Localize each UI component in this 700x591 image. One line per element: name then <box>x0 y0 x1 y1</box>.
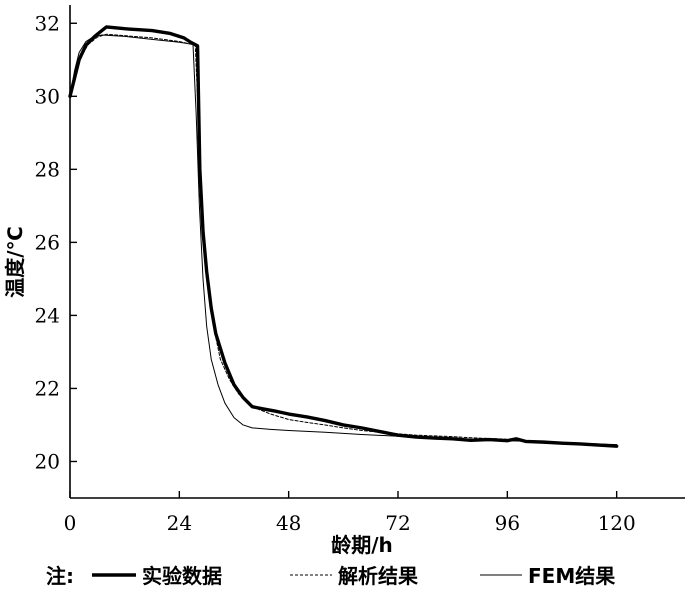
fem-result-line <box>69 34 618 446</box>
series-layer <box>68 25 619 448</box>
y-tick-label: 20 <box>35 449 60 473</box>
analytical-result-line <box>69 33 508 440</box>
legend-label-fem: FEM结果 <box>528 564 615 588</box>
x-tick-label: 72 <box>385 511 410 535</box>
legend: 注: 实验数据 解析结果 FEM结果 <box>46 564 615 588</box>
y-axis-title: 温度/℃ <box>3 226 27 298</box>
x-ticks: 0 24 48 72 96 120 <box>64 491 636 535</box>
y-tick-label: 30 <box>35 84 60 108</box>
experimental-data-line <box>68 25 619 448</box>
x-tick-label: 0 <box>64 511 77 535</box>
y-tick-label: 24 <box>35 303 60 327</box>
x-tick-label: 120 <box>598 511 636 535</box>
legend-label-experimental: 实验数据 <box>142 564 222 588</box>
y-tick-label: 22 <box>35 376 60 400</box>
x-axis-title: 龄期/h <box>331 533 393 557</box>
x-tick-label: 96 <box>495 511 520 535</box>
y-tick-label: 26 <box>35 230 60 254</box>
y-tick-label: 28 <box>35 157 60 181</box>
x-tick-label: 48 <box>276 511 301 535</box>
legend-label-analytical: 解析结果 <box>338 564 418 588</box>
legend-prefix: 注: <box>46 564 74 588</box>
x-tick-label: 24 <box>167 511 192 535</box>
y-ticks: 20 22 24 26 28 30 32 <box>35 11 77 473</box>
y-tick-label: 32 <box>35 11 60 35</box>
axes <box>69 5 685 499</box>
